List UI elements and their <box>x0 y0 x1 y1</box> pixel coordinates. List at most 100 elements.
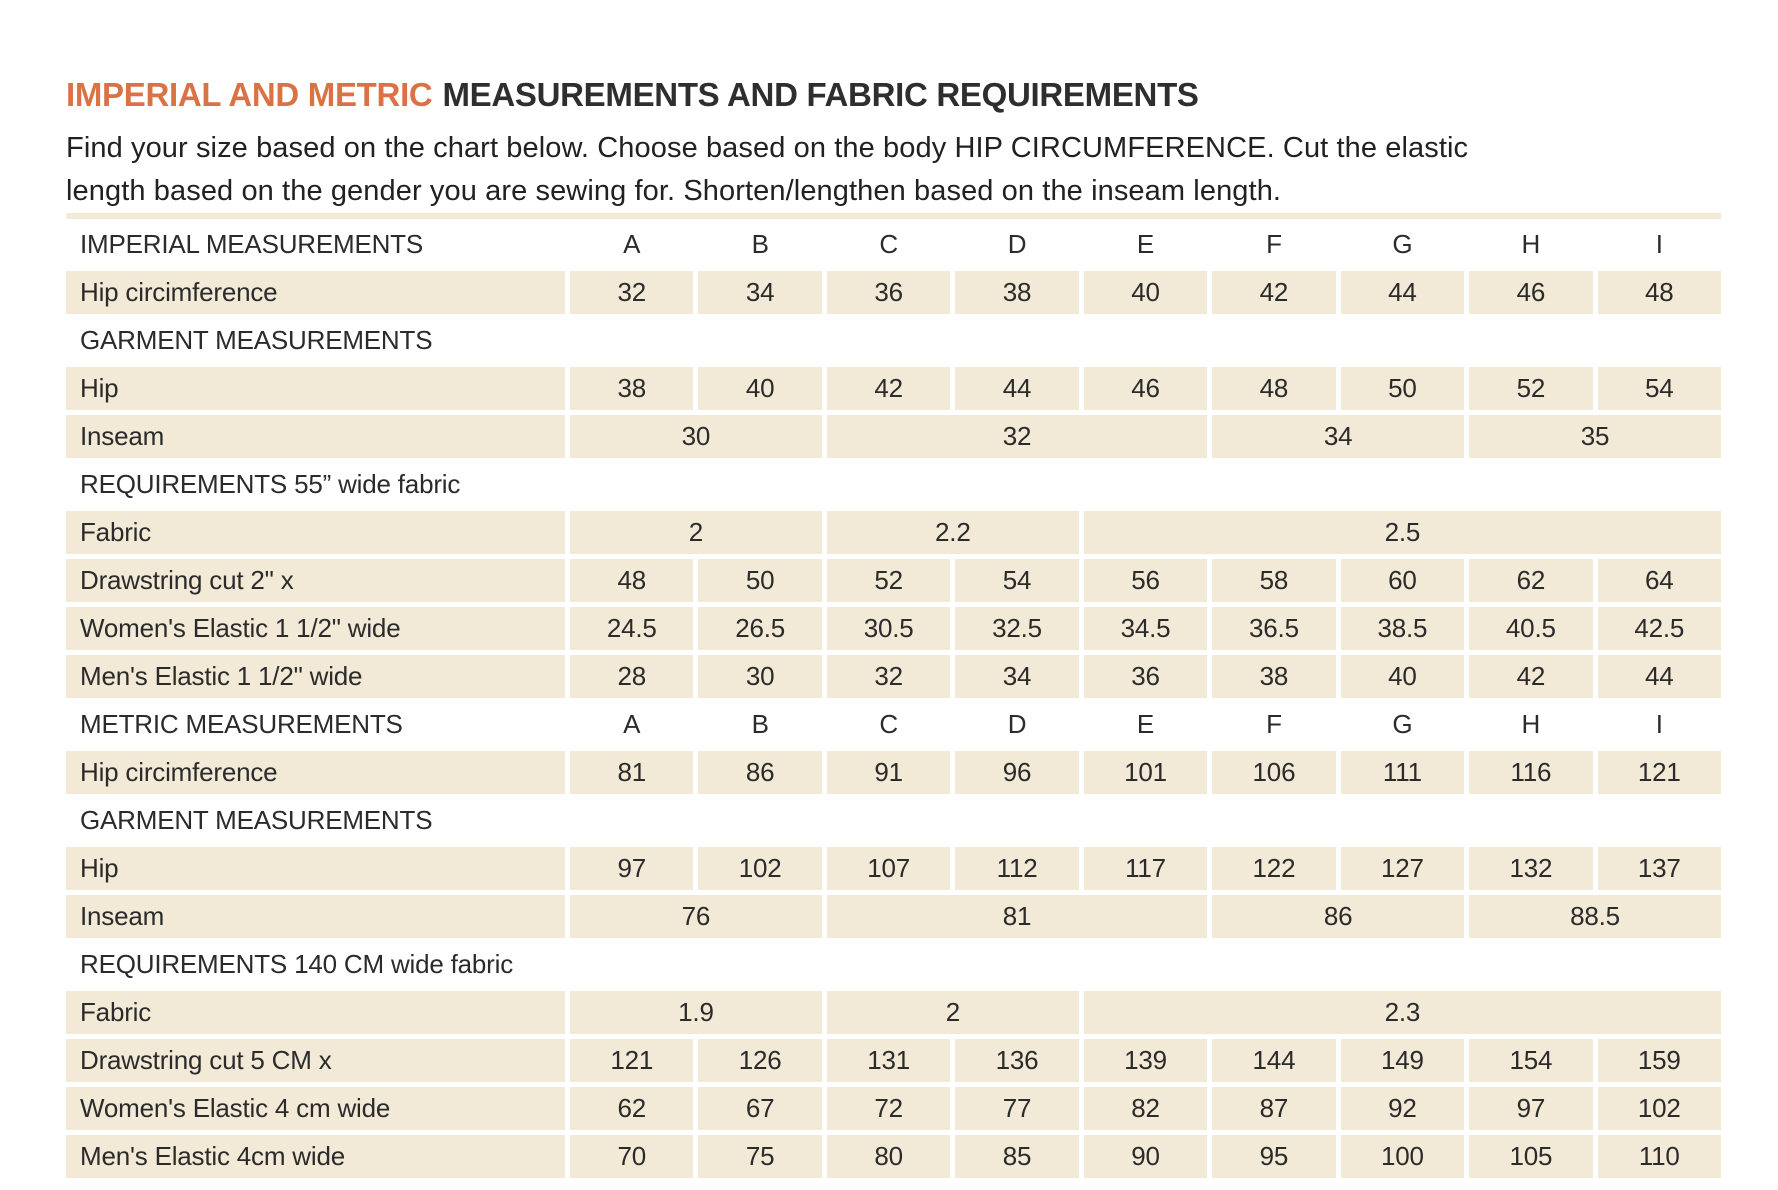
value-cell: 40.5 <box>1469 607 1593 650</box>
value-cell: 30.5 <box>826 607 951 650</box>
value-cell: 30 <box>698 655 822 698</box>
row-label: Inseam <box>66 415 565 458</box>
value-cell: 107 <box>826 847 951 890</box>
value-cell: 110 <box>1597 1135 1721 1178</box>
value-cell: 126 <box>698 1039 822 1082</box>
value-cell: 100 <box>1340 1135 1465 1178</box>
section-label: GARMENT MEASUREMENTS <box>80 325 433 355</box>
value-cell: 106 <box>1212 751 1336 794</box>
value-cell: 139 <box>1083 1039 1208 1082</box>
size-header-cell: H <box>1521 229 1541 259</box>
value-cell: 24.5 <box>570 607 694 650</box>
value-cell: 92 <box>1340 1087 1465 1130</box>
value-cell: 132 <box>1469 847 1593 890</box>
value-cell: 75 <box>698 1135 822 1178</box>
row-label: Women's Elastic 1 1/2" wide <box>66 607 565 650</box>
size-header-cell: D <box>1007 229 1027 259</box>
table-row: Hip circimference 81 86 91 96 101 106 111 116 121 <box>66 751 1721 794</box>
value-cell: 32 <box>826 655 951 698</box>
row-label: Hip circimference <box>66 271 565 314</box>
table-row: Fabric 2 2.2 2.5 <box>66 511 1721 554</box>
value-cell: 48 <box>570 559 694 602</box>
value-cell: 62 <box>570 1087 694 1130</box>
value-cell: 44 <box>1340 271 1465 314</box>
row-label: Men's Elastic 4cm wide <box>66 1135 565 1178</box>
value-cell: 112 <box>955 847 1079 890</box>
value-cell: 121 <box>1597 751 1721 794</box>
value-cell: 32.5 <box>955 607 1079 650</box>
value-cell: 101 <box>1083 751 1208 794</box>
value-cell: 82 <box>1083 1087 1208 1130</box>
value-cell: 121 <box>570 1039 694 1082</box>
value-cell: 32 <box>826 415 1208 458</box>
value-cell: 50 <box>698 559 822 602</box>
value-cell: 34 <box>698 271 822 314</box>
section-label: REQUIREMENTS 140 CM wide fabric <box>80 949 514 979</box>
value-cell: 144 <box>1212 1039 1336 1082</box>
size-header-cell: A <box>623 709 641 739</box>
table-row: GARMENT MEASUREMENTS <box>66 799 1721 842</box>
value-cell: 136 <box>955 1039 1079 1082</box>
table-row: Women's Elastic 1 1/2" wide 24.5 26.5 30.5 3… <box>66 607 1721 650</box>
table-row: REQUIREMENTS 55” wide fabric <box>66 463 1721 506</box>
value-cell: 127 <box>1340 847 1465 890</box>
value-cell: 42 <box>1212 271 1336 314</box>
row-label: Inseam <box>66 895 565 938</box>
row-label: Fabric <box>66 511 565 554</box>
value-cell: 38 <box>570 367 694 410</box>
page-title: IMPERIAL AND METRIC MEASUREMENTS AND FABR… <box>66 76 1199 114</box>
value-cell: 116 <box>1469 751 1593 794</box>
value-cell: 102 <box>698 847 822 890</box>
row-label: Hip <box>66 367 565 410</box>
table-row: Men's Elastic 4cm wide 70 75 80 85 90 95 100 105… <box>66 1135 1721 1178</box>
size-header-cell: I <box>1655 229 1663 259</box>
value-cell: 50 <box>1340 367 1465 410</box>
value-cell: 48 <box>1597 271 1721 314</box>
value-cell: 91 <box>826 751 951 794</box>
value-cell: 2 <box>826 991 1079 1034</box>
row-label: Men's Elastic 1 1/2" wide <box>66 655 565 698</box>
value-cell: 42.5 <box>1597 607 1721 650</box>
value-cell: 54 <box>1597 367 1721 410</box>
value-cell: 46 <box>1083 367 1208 410</box>
value-cell: 90 <box>1083 1135 1208 1178</box>
value-cell: 80 <box>826 1135 951 1178</box>
value-cell: 44 <box>1597 655 1721 698</box>
table-row: Inseam 76 81 86 88.5 <box>66 895 1721 938</box>
value-cell: 26.5 <box>698 607 822 650</box>
table-row: Hip 38 40 42 44 46 48 50 52 54 <box>66 367 1721 410</box>
value-cell: 97 <box>1469 1087 1593 1130</box>
value-cell: 131 <box>826 1039 951 1082</box>
table-row: REQUIREMENTS 140 CM wide fabric <box>66 943 1721 986</box>
value-cell: 28 <box>570 655 694 698</box>
table-row: Hip 97 102 107 112 117 122 127 132 137 <box>66 847 1721 890</box>
value-cell: 38 <box>955 271 1079 314</box>
value-cell: 54 <box>955 559 1079 602</box>
value-cell: 105 <box>1469 1135 1593 1178</box>
section-label: METRIC MEASUREMENTS <box>80 709 403 739</box>
size-header-cell: C <box>879 229 898 259</box>
value-cell: 88.5 <box>1469 895 1721 938</box>
value-cell: 64 <box>1597 559 1721 602</box>
value-cell: 40 <box>1340 655 1465 698</box>
value-cell: 122 <box>1212 847 1336 890</box>
title-rest: MEASUREMENTS AND FABRIC REQUIREMENTS <box>442 76 1199 113</box>
value-cell: 2.3 <box>1083 991 1721 1034</box>
size-header-cell: F <box>1266 709 1282 739</box>
row-label: Hip <box>66 847 565 890</box>
table-row: Men's Elastic 1 1/2" wide 28 30 32 34 36 38 40 4… <box>66 655 1721 698</box>
value-cell: 60 <box>1340 559 1465 602</box>
value-cell: 42 <box>826 367 951 410</box>
value-cell: 97 <box>570 847 694 890</box>
value-cell: 1.9 <box>570 991 822 1034</box>
value-cell: 34.5 <box>1083 607 1208 650</box>
value-cell: 86 <box>1212 895 1465 938</box>
size-header-cell: A <box>623 229 641 259</box>
value-cell: 40 <box>698 367 822 410</box>
value-cell: 95 <box>1212 1135 1336 1178</box>
value-cell: 149 <box>1340 1039 1465 1082</box>
size-header-cell: B <box>751 229 769 259</box>
value-cell: 38 <box>1212 655 1336 698</box>
value-cell: 36 <box>1083 655 1208 698</box>
size-header-cell: I <box>1655 709 1663 739</box>
